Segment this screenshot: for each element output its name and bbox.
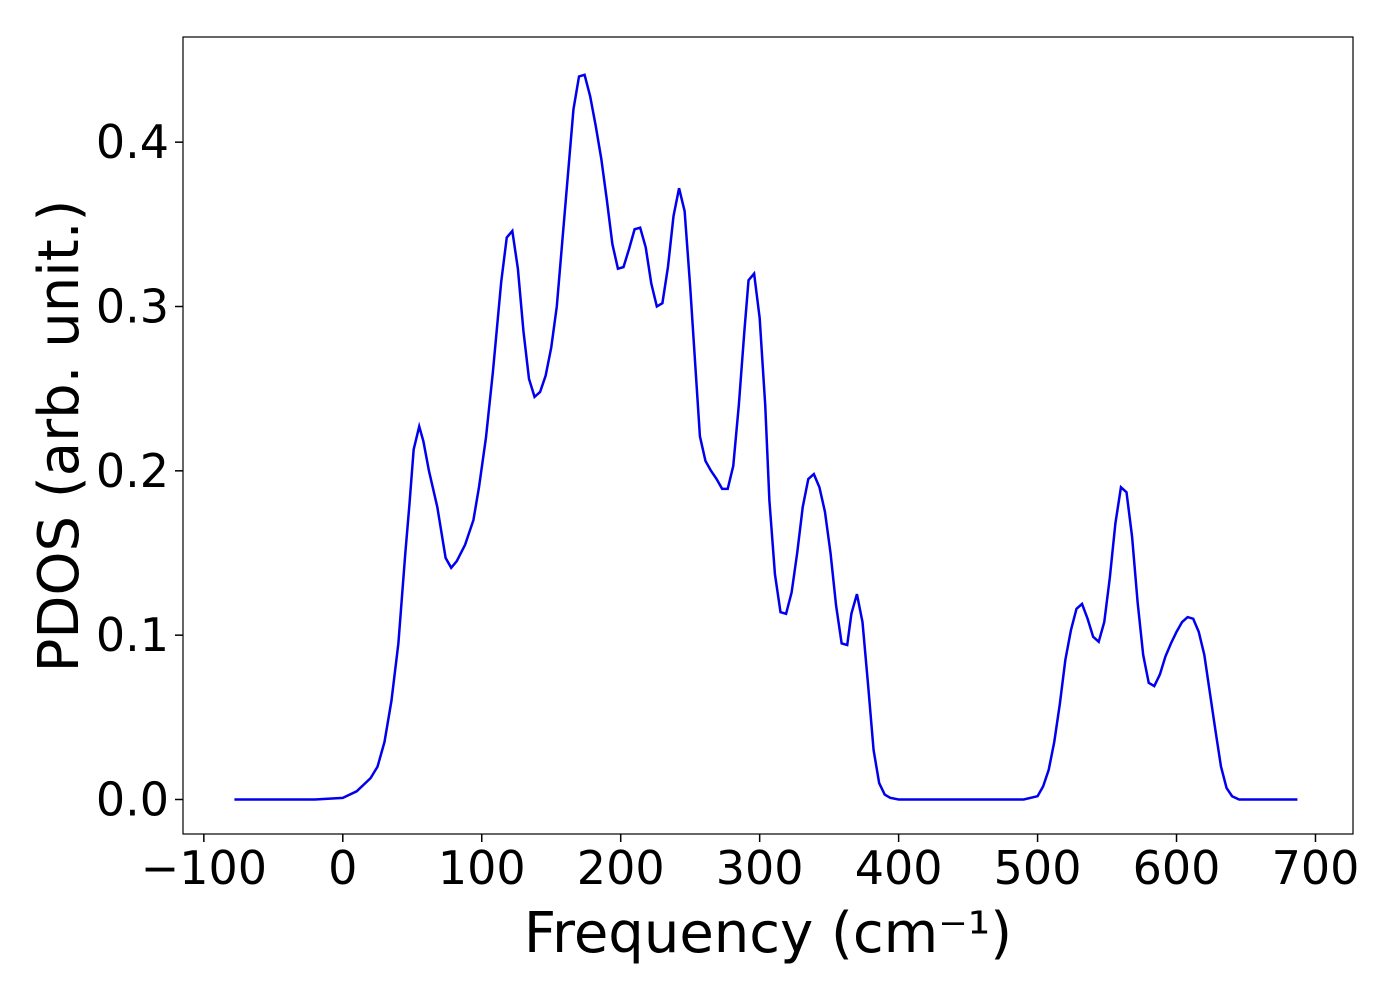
y-tick-label: 0.3 xyxy=(96,280,169,334)
line xyxy=(234,73,1298,801)
x-tick-label: 200 xyxy=(577,841,665,895)
x-tick-label: 700 xyxy=(1272,841,1360,895)
y-tick-label: 0.1 xyxy=(96,608,169,662)
x-tick-label: 600 xyxy=(1133,841,1221,895)
x-tick-label: 100 xyxy=(438,841,526,895)
plot-frame xyxy=(182,36,1354,835)
y-tick-label: 0.0 xyxy=(96,772,169,826)
y-tick-label: 0.4 xyxy=(96,115,169,169)
x-tick-label: 500 xyxy=(994,841,1082,895)
x-axis-label: Frequency (cm⁻¹) xyxy=(524,901,1012,966)
y-tick-label: 0.2 xyxy=(96,444,169,498)
y-axis-label: PDOS (arb. unit.) xyxy=(27,200,92,673)
x-tick-label: 400 xyxy=(855,841,943,895)
x-tick-label: −100 xyxy=(141,841,267,895)
x-tick-label: 300 xyxy=(716,841,804,895)
x-tick-label: 0 xyxy=(328,841,357,895)
